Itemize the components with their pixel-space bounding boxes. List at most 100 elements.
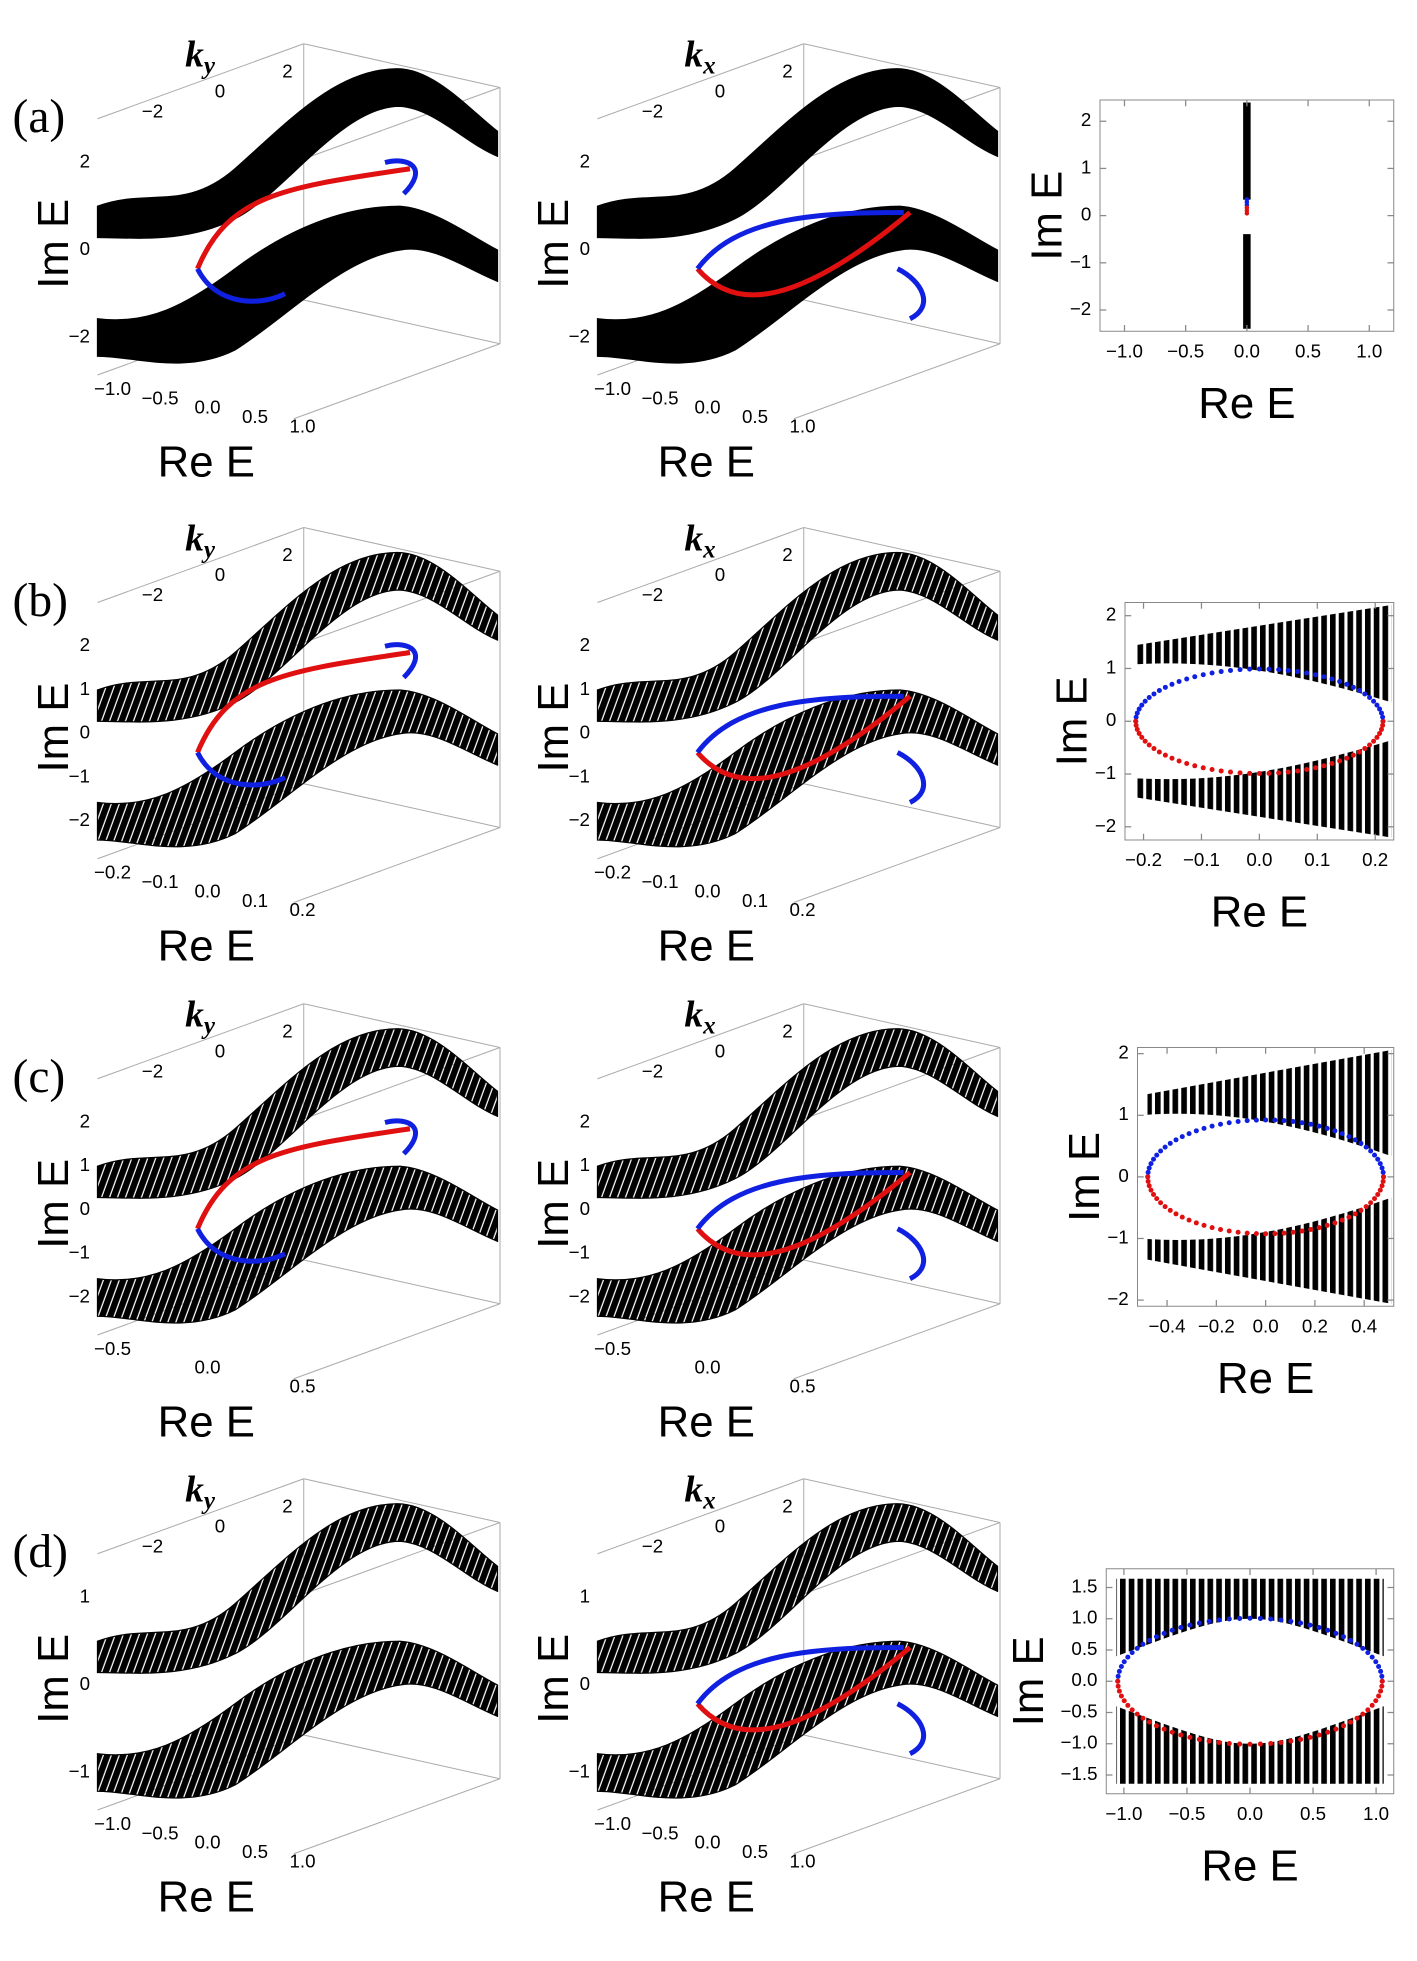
x-tick-label: −0.5 [641,387,678,408]
panel-label: (b) [13,575,68,627]
box-edge [793,570,1001,647]
z-tick-label: 1 [580,1154,590,1175]
decor-dot [1278,1617,1284,1623]
z-tick-label: −2 [69,1285,90,1306]
k-tick-label: 0 [715,1515,725,1536]
decor-dot [1134,726,1140,732]
k-axis-label: kx [684,518,715,563]
x-axis-label: Re E [658,438,755,487]
x-tick-label: −1.0 [94,378,131,399]
decor-dot [1298,1620,1304,1626]
x-tick-label: −0.2 [1198,1315,1235,1336]
k-symbol: k [185,994,204,1035]
box-edge [97,1478,304,1555]
decor-dot [1344,681,1350,687]
x-tick-label: 0.0 [694,1832,720,1853]
decor-dot [1178,1732,1184,1738]
y-tick-label: −1 [1070,251,1091,272]
decor-dot [1374,702,1380,708]
decor-dot [1375,1156,1381,1162]
decor-dot [1237,770,1243,776]
upper-surface [96,68,499,239]
box-edge [97,527,304,603]
x-tick-label: 0.5 [789,1375,815,1396]
decor-dot [1201,1125,1207,1131]
box-edge [293,87,501,163]
x-tick-label: −1.0 [94,1813,131,1834]
y-tick-label: 2 [1106,604,1116,625]
box-edge [303,1734,501,1780]
decor-dot [1153,1723,1159,1729]
decor-dot [1187,1622,1193,1628]
y-tick-label: 0 [1081,204,1091,225]
y-tick-label: −0.5 [1060,1700,1097,1721]
box-edge [303,43,501,88]
decor-dot [1145,1178,1151,1184]
decor-dot [1200,765,1206,771]
plot-3d: −2 0 2 ky −2 −1 0 1 2 Im E −0.2 −0.1 0.0 0.1 0.2 Re E [29,518,501,970]
z-tick-label: 2 [580,150,590,171]
decor-dot [1237,1741,1243,1747]
decor-dot [1169,755,1175,761]
box-edge [803,1003,1001,1048]
decor-dot [1206,1738,1212,1744]
z-tick-label: 0 [580,238,590,259]
z-tick-label: −1 [69,1760,90,1781]
plot-3d: −2 0 2 kx −2 −1 0 1 2 Im E −0.2 −0.1 0.0 0.1 0.2 Re E [529,518,1001,970]
k-tick-label: 0 [215,564,225,585]
k-axis-label: ky [185,1469,216,1514]
y-tick-label: 2 [1081,109,1091,130]
decor-dot [1380,722,1386,728]
k-axis-label: kx [684,1469,715,1514]
decor-dot [1237,1615,1243,1621]
decor-dot [1378,726,1384,732]
y-axis-label: Im E [1060,1132,1109,1222]
decor-dot [1116,1668,1122,1674]
decor-dot [1272,1231,1278,1237]
decor-dot [1178,1625,1184,1631]
decor-dot [1129,1707,1135,1713]
y-tick-label: −1.0 [1060,1732,1097,1753]
decor-dot [1151,746,1157,752]
decor-dot [1176,758,1182,764]
x-axis-label: Re E [1217,1354,1314,1403]
box-edge [597,1478,804,1555]
decor-dot [1329,761,1335,767]
decor-dot [1307,1734,1313,1740]
k-symbol: k [684,1469,703,1510]
k-tick-label: −2 [642,584,663,605]
k-tick-label: 0 [215,1515,225,1536]
decor-dot [1333,1630,1339,1636]
decor-dot [1115,1678,1121,1684]
decor-dot [1298,1736,1304,1742]
k-subscript: y [201,52,216,79]
decor-dot [1360,1645,1366,1651]
box-edge [293,343,501,420]
decor-dot [1337,758,1343,764]
surface [96,1503,499,1799]
surface [596,1503,999,1799]
box-edge [597,527,804,603]
box-edge [803,43,1001,88]
x-tick-label: 0.5 [289,1375,315,1396]
decor-dot [1161,1726,1167,1732]
box-edge [293,1303,501,1380]
decor-dot [1118,1693,1124,1699]
decor-dot [1169,1729,1175,1735]
decor-dot [1173,1137,1179,1143]
z-tick-label: −2 [569,325,590,346]
decor-dot [1308,1226,1314,1232]
decor-dot [1288,1738,1294,1744]
x-tick-label: −1.0 [594,378,631,399]
decor-dot [1375,1191,1381,1197]
k-tick-label: 0 [715,1040,725,1061]
z-tick-label: −2 [69,809,90,830]
decor-dot [1378,1688,1384,1694]
decor-dot [1146,1183,1152,1189]
decor-dot [1350,684,1356,690]
k-tick-label: 2 [282,1495,292,1516]
x-tick-label: 0.0 [694,880,720,901]
box-edge [97,43,304,120]
decor-dot [1145,1174,1151,1180]
x-tick-label: 0.2 [789,899,815,920]
